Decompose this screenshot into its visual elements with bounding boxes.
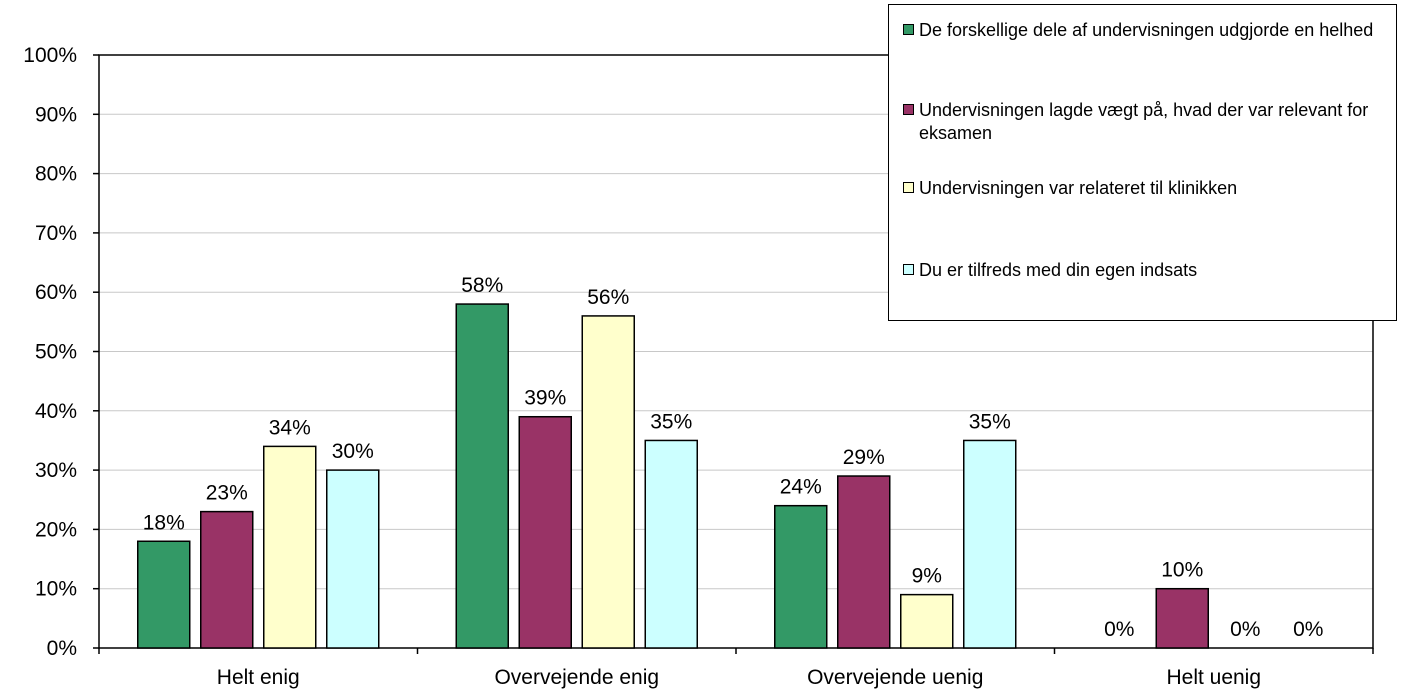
- y-tick-label: 20%: [35, 518, 77, 541]
- x-category-label: Helt uenig: [1166, 666, 1261, 689]
- bar: [900, 593, 954, 649]
- legend-swatch-klinikken: [903, 182, 914, 193]
- x-category-label: Helt enig: [217, 666, 300, 689]
- data-label: 9%: [912, 565, 942, 588]
- data-label: 18%: [143, 511, 185, 534]
- y-tick-label: 80%: [35, 163, 77, 186]
- legend-label-klinikken: Undervisningen var relateret til klinikk…: [919, 178, 1238, 198]
- legend-entry-eksamen: Undervisningen lagde vægt på, hvad der v…: [903, 99, 1386, 145]
- data-label: 58%: [461, 274, 503, 297]
- bar: [963, 439, 1017, 649]
- x-category-label: Overvejende uenig: [807, 666, 983, 689]
- data-label: 35%: [969, 410, 1011, 433]
- data-label: 0%: [1293, 618, 1323, 641]
- data-label: 0%: [1230, 618, 1260, 641]
- y-tick-label: 60%: [35, 281, 77, 304]
- data-label: 56%: [587, 286, 629, 309]
- x-category-label: Overvejende enig: [494, 666, 659, 689]
- bar: [518, 415, 572, 649]
- legend: De forskellige dele af undervisningen ud…: [888, 4, 1397, 321]
- legend-swatch-indsats: [903, 264, 914, 275]
- y-tick-label: 90%: [35, 103, 77, 126]
- bar: [1155, 587, 1209, 649]
- legend-entry-indsats: Du er tilfreds med din egen indsats: [903, 259, 1386, 282]
- data-label: 35%: [650, 410, 692, 433]
- bar: [455, 303, 509, 649]
- y-tick-label: 10%: [35, 578, 77, 601]
- data-label: 24%: [780, 476, 822, 499]
- data-label: 30%: [332, 440, 374, 463]
- legend-label-eksamen: Undervisningen lagde vægt på, hvad der v…: [919, 100, 1369, 143]
- legend-label-indsats: Du er tilfreds med din egen indsats: [919, 260, 1198, 280]
- legend-entry-helhed: De forskellige dele af undervisningen ud…: [903, 19, 1386, 42]
- legend-swatch-eksamen: [903, 104, 914, 115]
- data-label: 23%: [206, 482, 248, 505]
- bar: [644, 439, 698, 649]
- y-tick-label: 30%: [35, 459, 77, 482]
- legend-entry-klinikken: Undervisningen var relateret til klinikk…: [903, 177, 1386, 200]
- y-tick-label: 50%: [35, 341, 77, 364]
- data-label: 0%: [1104, 618, 1134, 641]
- bar: [774, 504, 828, 649]
- y-tick-label: 70%: [35, 222, 77, 245]
- bar: [200, 510, 254, 649]
- bar: [581, 315, 635, 649]
- data-label: 39%: [524, 387, 566, 410]
- data-label: 10%: [1161, 559, 1203, 582]
- data-label: 34%: [269, 416, 311, 439]
- data-label: 29%: [843, 446, 885, 469]
- bar: [837, 475, 891, 649]
- y-tick-label: 100%: [23, 44, 77, 67]
- y-tick-label: 40%: [35, 400, 77, 423]
- legend-label-helhed: De forskellige dele af undervisningen ud…: [919, 20, 1374, 40]
- bar: [326, 469, 380, 649]
- bar: [263, 445, 317, 649]
- bar: [137, 540, 191, 649]
- y-tick-label: 0%: [47, 637, 77, 660]
- legend-swatch-helhed: [903, 24, 914, 35]
